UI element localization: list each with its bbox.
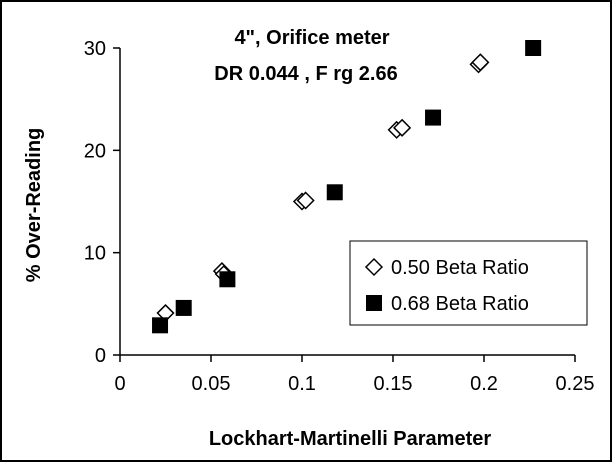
data-point-beta-068 <box>525 40 542 56</box>
legend-box <box>349 240 588 326</box>
legend-label: 0.50 Beta Ratio <box>391 257 529 279</box>
legend: 0.50 Beta Ratio 0.68 Beta Ratio <box>349 240 588 326</box>
data-point-beta-068 <box>152 317 169 334</box>
y-ticks: 0 10 20 30 <box>84 38 120 367</box>
data-points <box>152 40 542 334</box>
data-point-beta-068 <box>425 109 442 126</box>
data-point-beta-050 <box>393 118 412 137</box>
y-axis-title: % Over-Reading <box>23 128 45 282</box>
y-tick-label: 10 <box>84 243 106 265</box>
x-ticks: 0 0.05 0.1 0.15 0.2 0.25 <box>114 355 594 395</box>
y-tick-label: 20 <box>84 140 106 162</box>
y-tick-label: 0 <box>95 345 106 367</box>
legend-label: 0.68 Beta Ratio <box>391 293 529 315</box>
x-tick-label: 0 <box>114 373 125 395</box>
chart-title: 4", Orifice meter <box>234 27 389 49</box>
legend-marker-beta-068 <box>366 295 382 311</box>
data-point-beta-068 <box>175 299 192 316</box>
x-tick-label: 0.25 <box>556 373 595 395</box>
x-tick-label: 0.2 <box>470 373 498 395</box>
x-axis-title: Lockhart-Martinelli Parameter <box>209 428 492 450</box>
data-point-beta-050 <box>296 191 315 210</box>
chart-subtitle: DR 0.044 , F rg 2.66 <box>214 63 397 85</box>
y-tick-label: 30 <box>84 38 106 60</box>
data-point-beta-068 <box>219 271 236 288</box>
data-point-beta-050 <box>471 53 490 72</box>
legend-marker-beta-050 <box>364 257 384 277</box>
x-tick-label: 0.05 <box>192 373 231 395</box>
x-tick-label: 0.1 <box>288 373 316 395</box>
legend-entries: 0.50 Beta Ratio 0.68 Beta Ratio <box>364 257 529 315</box>
data-point-beta-068 <box>326 184 343 201</box>
x-tick-label: 0.15 <box>374 373 413 395</box>
